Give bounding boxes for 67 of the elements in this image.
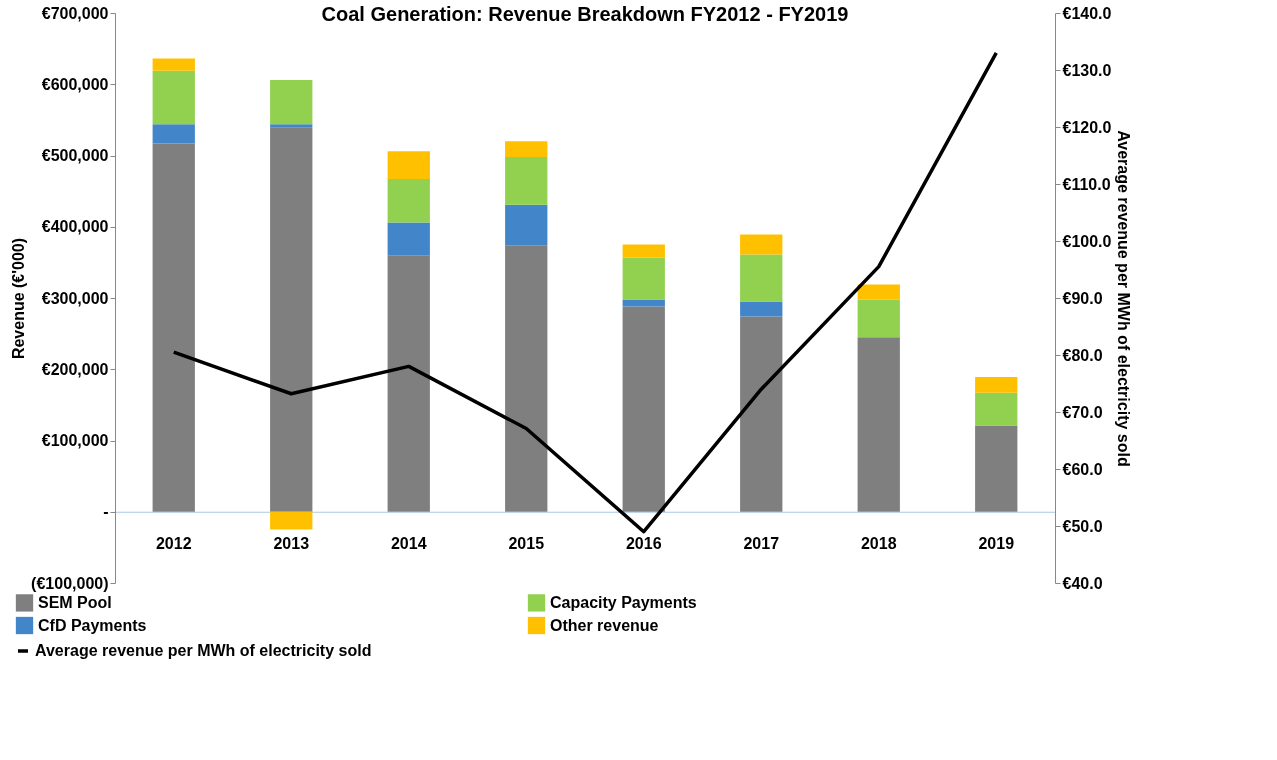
y2-tick-label: €50.0 xyxy=(1062,517,1103,535)
bar xyxy=(857,284,900,300)
y-tick-label: €500,000 xyxy=(41,147,109,164)
y-tick-label: €300,000 xyxy=(41,289,109,307)
bar xyxy=(975,377,1018,393)
bar xyxy=(270,511,313,530)
bar xyxy=(857,299,900,338)
bar xyxy=(387,179,430,223)
x-tick-label: 2019 xyxy=(978,535,1015,553)
y-tick-label: - xyxy=(103,503,109,521)
bar xyxy=(387,222,430,256)
legend-label: Other revenue xyxy=(550,616,659,634)
bar xyxy=(387,255,430,512)
legend-label: Capacity Payments xyxy=(550,593,697,611)
bar xyxy=(622,306,665,512)
legend-label: SEM Pool xyxy=(38,593,112,611)
y-tick-label: €100,000 xyxy=(41,432,109,449)
x-tick-label: 2018 xyxy=(860,535,897,553)
y2-tick-label: €40.0 xyxy=(1062,574,1103,592)
bar xyxy=(740,234,783,255)
bar xyxy=(152,58,195,71)
bar xyxy=(152,143,195,512)
y-tick-label: €700,000 xyxy=(41,4,109,22)
y2-tick-label: €110.0 xyxy=(1062,175,1111,193)
y2-tick-label: €60.0 xyxy=(1062,460,1103,478)
x-tick-label: 2017 xyxy=(743,535,780,553)
bar xyxy=(505,245,548,512)
chart-title: Coal Generation: Revenue Breakdown FY2012 - FY2019 xyxy=(321,3,849,25)
bar xyxy=(857,337,900,512)
bar xyxy=(975,425,1018,512)
bar xyxy=(740,316,783,512)
bar xyxy=(622,257,665,300)
bar xyxy=(740,301,783,317)
bar xyxy=(505,204,548,246)
bar xyxy=(270,127,313,512)
x-tick-label: 2015 xyxy=(508,535,545,553)
y2-tick-label: €130.0 xyxy=(1062,61,1112,79)
bar xyxy=(622,244,665,258)
bar xyxy=(270,79,313,125)
y-axis-title: Revenue (€'000) xyxy=(10,237,28,360)
legend-label: Average revenue per MWh of electricity sold xyxy=(35,642,372,659)
y2-tick-label: €70.0 xyxy=(1062,403,1103,421)
y-tick-label: €600,000 xyxy=(41,75,109,93)
legend-label: CfD Payments xyxy=(38,616,147,634)
bar xyxy=(387,151,430,180)
bar xyxy=(270,124,313,128)
y2-tick-label: €80.0 xyxy=(1062,346,1103,364)
bar xyxy=(152,70,195,125)
y-tick-label: (€100,000) xyxy=(31,574,109,592)
y2-tick-label: €90.0 xyxy=(1062,289,1103,307)
x-tick-label: 2016 xyxy=(625,535,662,553)
x-tick-label: 2013 xyxy=(273,535,310,553)
y2-tick-label: €140.0 xyxy=(1062,4,1112,22)
line-series xyxy=(172,51,998,534)
y2-tick-label: €120.0 xyxy=(1062,118,1112,136)
bar xyxy=(505,141,548,157)
x-tick-label: 2012 xyxy=(155,535,192,553)
x-tick-label: 2014 xyxy=(390,535,427,553)
y-tick-label: €400,000 xyxy=(41,218,109,236)
bar xyxy=(622,299,665,307)
bar xyxy=(975,392,1018,426)
bar xyxy=(152,124,195,144)
bar xyxy=(505,156,548,205)
y2-axis-title: Average revenue per MWh of electricity sold xyxy=(1115,130,1133,467)
y-tick-label: €200,000 xyxy=(41,360,109,378)
y2-tick-label: €100.0 xyxy=(1062,232,1112,250)
bar xyxy=(740,254,783,302)
